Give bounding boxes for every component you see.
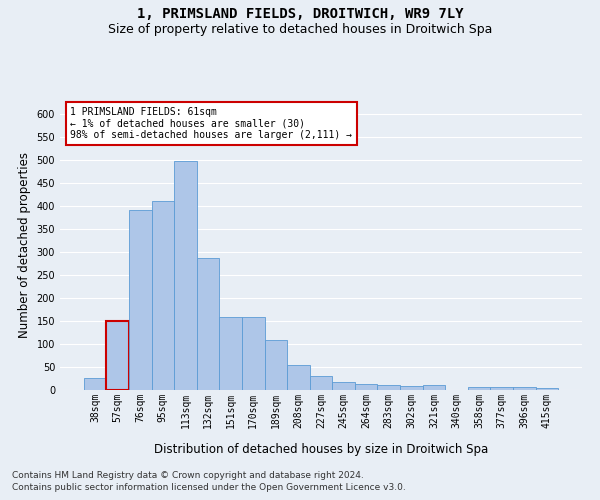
- Text: 1, PRIMSLAND FIELDS, DROITWICH, WR9 7LY: 1, PRIMSLAND FIELDS, DROITWICH, WR9 7LY: [137, 8, 463, 22]
- Bar: [377, 386, 400, 390]
- Bar: [197, 258, 220, 390]
- Y-axis label: Number of detached properties: Number of detached properties: [18, 152, 31, 338]
- Bar: [490, 387, 513, 390]
- Bar: [468, 387, 490, 390]
- Bar: [536, 388, 558, 390]
- Bar: [152, 202, 174, 390]
- Text: Size of property relative to detached houses in Droitwich Spa: Size of property relative to detached ho…: [108, 22, 492, 36]
- Bar: [422, 386, 445, 390]
- Bar: [220, 318, 242, 390]
- Text: Contains public sector information licensed under the Open Government Licence v3: Contains public sector information licen…: [12, 484, 406, 492]
- Bar: [84, 378, 106, 390]
- Bar: [265, 340, 287, 390]
- Bar: [513, 387, 536, 390]
- Bar: [287, 364, 310, 390]
- Text: Contains HM Land Registry data © Crown copyright and database right 2024.: Contains HM Land Registry data © Crown c…: [12, 471, 364, 480]
- Bar: [242, 318, 265, 390]
- Bar: [355, 384, 377, 390]
- Bar: [332, 382, 355, 390]
- Bar: [174, 161, 197, 390]
- Bar: [310, 376, 332, 390]
- Bar: [400, 386, 422, 390]
- Text: 1 PRIMSLAND FIELDS: 61sqm
← 1% of detached houses are smaller (30)
98% of semi-d: 1 PRIMSLAND FIELDS: 61sqm ← 1% of detach…: [70, 108, 352, 140]
- Bar: [129, 210, 152, 390]
- Text: Distribution of detached houses by size in Droitwich Spa: Distribution of detached houses by size …: [154, 442, 488, 456]
- Bar: [106, 321, 129, 390]
